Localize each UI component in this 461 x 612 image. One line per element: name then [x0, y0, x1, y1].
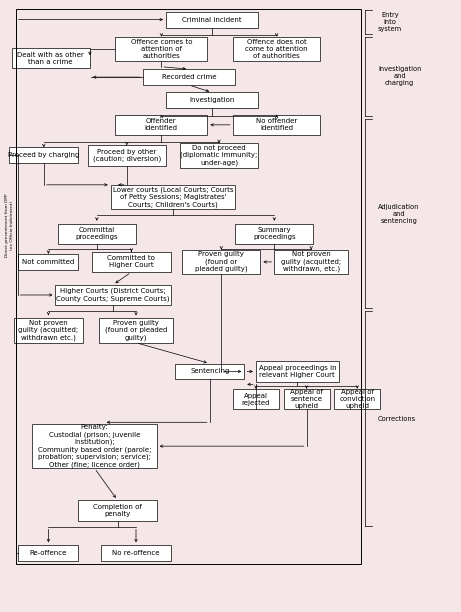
- Text: No re-offence: No re-offence: [112, 550, 160, 556]
- FancyBboxPatch shape: [180, 143, 258, 168]
- Text: Offender
identified: Offender identified: [145, 118, 178, 132]
- FancyBboxPatch shape: [175, 364, 244, 379]
- FancyBboxPatch shape: [99, 318, 173, 343]
- Text: Not committed: Not committed: [22, 259, 75, 265]
- Text: Appeal of
sentence
upheld: Appeal of sentence upheld: [290, 389, 323, 409]
- Text: Investigation: Investigation: [189, 97, 235, 103]
- FancyBboxPatch shape: [115, 114, 207, 135]
- FancyBboxPatch shape: [274, 250, 348, 274]
- FancyBboxPatch shape: [12, 48, 90, 68]
- FancyBboxPatch shape: [55, 285, 171, 305]
- FancyBboxPatch shape: [32, 424, 157, 468]
- Text: Completion of
penalty: Completion of penalty: [93, 504, 142, 517]
- Text: Lower courts (Local Courts; Courts
of Petty Sessions; Magistrates'
Courts; Child: Lower courts (Local Courts; Courts of Pe…: [112, 187, 233, 207]
- FancyBboxPatch shape: [58, 223, 136, 244]
- Text: No offender
identified: No offender identified: [256, 118, 297, 132]
- Text: Proceed by other
(caution; diversion): Proceed by other (caution; diversion): [93, 149, 161, 162]
- FancyBboxPatch shape: [92, 252, 171, 272]
- FancyBboxPatch shape: [233, 389, 279, 409]
- Text: Appeal
rejected: Appeal rejected: [242, 392, 270, 406]
- FancyBboxPatch shape: [88, 145, 166, 165]
- Text: Not proven
guilty (acquitted;
withdrawn etc.): Not proven guilty (acquitted; withdrawn …: [18, 320, 78, 341]
- Text: Not proven
guilty (acquitted;
withdrawn, etc.): Not proven guilty (acquitted; withdrawn,…: [281, 252, 341, 272]
- Text: Criminal incident: Criminal incident: [182, 17, 242, 23]
- FancyBboxPatch shape: [182, 250, 260, 274]
- Text: Dealt with as other
than a crime: Dealt with as other than a crime: [18, 51, 84, 65]
- Text: Committal
proceedings: Committal proceedings: [76, 227, 118, 241]
- Text: Investigation
and
charging: Investigation and charging: [378, 67, 421, 86]
- Text: Adjudication
and
sentencing: Adjudication and sentencing: [378, 204, 420, 223]
- FancyBboxPatch shape: [235, 223, 313, 244]
- Text: Proceed by charging: Proceed by charging: [8, 152, 79, 159]
- Text: Appeal proceedings in
relevant Higher Court: Appeal proceedings in relevant Higher Co…: [259, 365, 336, 378]
- Text: Higher Courts (District Courts;
County Courts; Supreme Courts): Higher Courts (District Courts; County C…: [56, 288, 170, 302]
- Text: Penalty:
Custodial (prison; juvenile
institution);
Community based order (parole: Penalty: Custodial (prison; juvenile ins…: [38, 424, 151, 468]
- Text: Offence comes to
attention of
authorities: Offence comes to attention of authoritie…: [130, 39, 192, 59]
- FancyBboxPatch shape: [233, 37, 320, 61]
- Text: Recorded crime: Recorded crime: [162, 74, 216, 80]
- FancyBboxPatch shape: [233, 114, 320, 135]
- Text: Entry
into
system: Entry into system: [378, 12, 402, 32]
- FancyBboxPatch shape: [111, 185, 235, 209]
- FancyBboxPatch shape: [166, 92, 258, 108]
- Text: Offence does not
come to attention
of authorities: Offence does not come to attention of au…: [245, 39, 308, 59]
- Text: Proven guilty
(found or
pleaded guilty): Proven guilty (found or pleaded guilty): [195, 252, 248, 272]
- FancyBboxPatch shape: [9, 147, 78, 163]
- FancyBboxPatch shape: [14, 318, 83, 343]
- FancyBboxPatch shape: [284, 389, 330, 409]
- FancyBboxPatch shape: [101, 545, 171, 561]
- Text: Sentencing: Sentencing: [190, 368, 230, 375]
- Text: Summary
proceedings: Summary proceedings: [253, 227, 296, 241]
- FancyBboxPatch shape: [115, 37, 207, 61]
- Text: Proven guilty
(found or pleaded
guilty): Proven guilty (found or pleaded guilty): [105, 320, 167, 341]
- FancyBboxPatch shape: [18, 254, 78, 270]
- FancyBboxPatch shape: [166, 12, 258, 28]
- FancyBboxPatch shape: [78, 501, 157, 520]
- Text: Appeal of
conviction
upheld: Appeal of conviction upheld: [339, 389, 375, 409]
- Text: Do not proceed
(diplomatic immunity;
under-age): Do not proceed (diplomatic immunity; und…: [180, 145, 258, 166]
- Text: Committed to
Higher Court: Committed to Higher Court: [107, 255, 155, 269]
- Text: Corrections: Corrections: [378, 416, 416, 422]
- FancyBboxPatch shape: [334, 389, 380, 409]
- Text: Direct presentment from DPP
(ex Officio Indictment): Direct presentment from DPP (ex Officio …: [5, 193, 13, 257]
- FancyBboxPatch shape: [143, 69, 235, 85]
- FancyBboxPatch shape: [18, 545, 78, 561]
- FancyBboxPatch shape: [256, 361, 339, 382]
- Text: Re-offence: Re-offence: [30, 550, 67, 556]
